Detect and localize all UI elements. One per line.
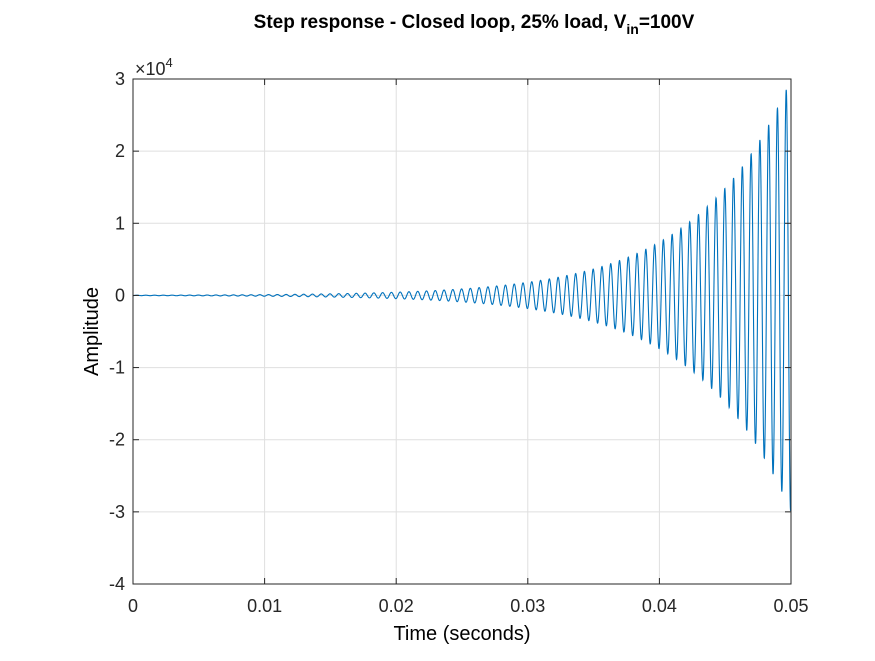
axes-box [132,78,792,585]
y-tick-label: -1 [109,358,125,378]
y-axis-label: Amplitude [81,287,103,376]
x-tick-label: 0 [128,596,138,616]
series-layer [133,89,791,513]
y-tick-label: 1 [115,213,125,233]
y-exponent-label: ×104 [135,55,173,79]
x-tick-label: 0.01 [247,596,282,616]
step-response-line [133,89,791,513]
tick-labels: 0 0.01 0.02 0.03 0.04 0.05 -4 -3 -2 -1 0 1 2 3 [109,69,809,616]
tick-marks [132,78,792,585]
chart-title: Step response - Closed loop, 25% load, V… [254,12,695,37]
x-tick-label: 0.05 [773,596,808,616]
x-tick-label: 0.02 [379,596,414,616]
y-tick-label: 0 [115,285,125,305]
x-tick-label: 0.03 [510,596,545,616]
x-tick-label: 0.04 [642,596,677,616]
plot-area [133,79,791,584]
y-tick-label: -4 [109,574,125,594]
y-tick-label: 2 [115,141,125,161]
x-axis-label: Time (seconds) [393,623,530,645]
y-tick-label: -3 [109,502,125,522]
y-tick-label: 3 [115,69,125,89]
y-tick-label: -2 [109,430,125,450]
